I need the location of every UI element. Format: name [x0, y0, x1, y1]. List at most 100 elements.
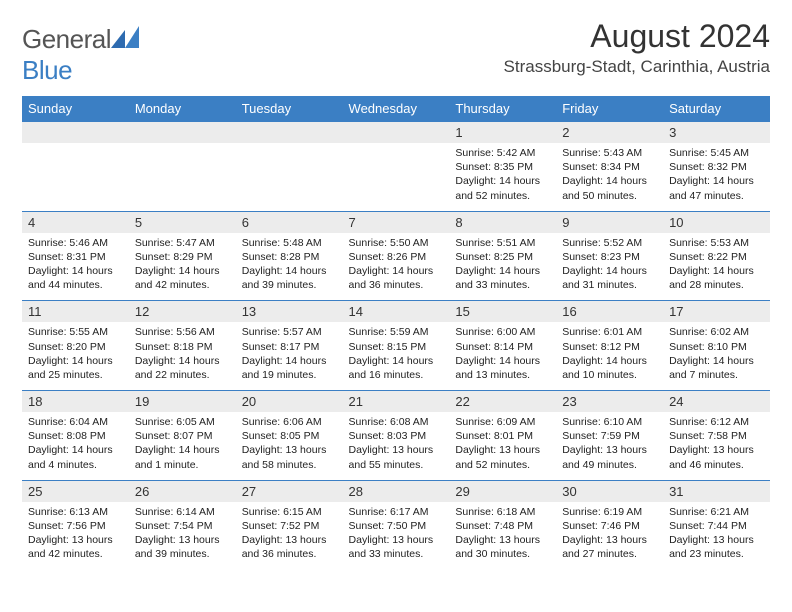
daylight-text: and 36 minutes. — [242, 547, 337, 561]
daylight-text: Daylight: 14 hours — [135, 354, 230, 368]
day-detail-cell — [22, 143, 129, 211]
sunset-text: Sunset: 8:29 PM — [135, 250, 230, 264]
daylight-text: and 30 minutes. — [455, 547, 550, 561]
daylight-text: Daylight: 14 hours — [562, 264, 657, 278]
sunset-text: Sunset: 8:12 PM — [562, 340, 657, 354]
day-detail-cell: Sunrise: 5:55 AMSunset: 8:20 PMDaylight:… — [22, 322, 129, 390]
daylight-text: and 52 minutes. — [455, 189, 550, 203]
calendar-table: Sunday Monday Tuesday Wednesday Thursday… — [22, 96, 770, 569]
sunset-text: Sunset: 8:25 PM — [455, 250, 550, 264]
sunset-text: Sunset: 7:52 PM — [242, 519, 337, 533]
sunrise-text: Sunrise: 6:09 AM — [455, 415, 550, 429]
sunset-text: Sunset: 8:15 PM — [349, 340, 444, 354]
sunrise-text: Sunrise: 6:21 AM — [669, 505, 764, 519]
day-number-cell: 30 — [556, 480, 663, 502]
daylight-text: and 50 minutes. — [562, 189, 657, 203]
daylight-text: and 23 minutes. — [669, 547, 764, 561]
day-detail-cell: Sunrise: 6:21 AMSunset: 7:44 PMDaylight:… — [663, 502, 770, 570]
sunrise-text: Sunrise: 5:47 AM — [135, 236, 230, 250]
sunset-text: Sunset: 8:22 PM — [669, 250, 764, 264]
daylight-text: Daylight: 14 hours — [349, 354, 444, 368]
sunrise-text: Sunrise: 5:46 AM — [28, 236, 123, 250]
weekday-header: Saturday — [663, 96, 770, 122]
day-number-cell: 17 — [663, 301, 770, 323]
sunrise-text: Sunrise: 6:17 AM — [349, 505, 444, 519]
weekday-header: Wednesday — [343, 96, 450, 122]
sunrise-text: Sunrise: 6:14 AM — [135, 505, 230, 519]
sunset-text: Sunset: 8:03 PM — [349, 429, 444, 443]
sunset-text: Sunset: 7:59 PM — [562, 429, 657, 443]
day-detail-cell — [129, 143, 236, 211]
sunrise-text: Sunrise: 6:12 AM — [669, 415, 764, 429]
daylight-text: Daylight: 14 hours — [669, 174, 764, 188]
sunset-text: Sunset: 8:08 PM — [28, 429, 123, 443]
sunrise-text: Sunrise: 5:43 AM — [562, 146, 657, 160]
title-block: August 2024 Strassburg-Stadt, Carinthia,… — [504, 18, 770, 77]
sunset-text: Sunset: 8:35 PM — [455, 160, 550, 174]
day-number-cell: 13 — [236, 301, 343, 323]
daylight-text: and 33 minutes. — [349, 547, 444, 561]
daylight-text: Daylight: 14 hours — [28, 264, 123, 278]
sunrise-text: Sunrise: 6:06 AM — [242, 415, 337, 429]
daylight-text: Daylight: 13 hours — [135, 533, 230, 547]
sunset-text: Sunset: 8:01 PM — [455, 429, 550, 443]
daylight-text: and 49 minutes. — [562, 458, 657, 472]
day-detail-cell: Sunrise: 5:57 AMSunset: 8:17 PMDaylight:… — [236, 322, 343, 390]
daylight-text: and 16 minutes. — [349, 368, 444, 382]
day-number-cell: 3 — [663, 122, 770, 144]
sunrise-text: Sunrise: 6:02 AM — [669, 325, 764, 339]
day-number-cell: 25 — [22, 480, 129, 502]
sunrise-text: Sunrise: 5:45 AM — [669, 146, 764, 160]
daylight-text: and 42 minutes. — [135, 278, 230, 292]
day-detail-cell: Sunrise: 5:51 AMSunset: 8:25 PMDaylight:… — [449, 233, 556, 301]
calendar-page: GeneralBlue August 2024 Strassburg-Stadt… — [0, 0, 792, 612]
sunrise-text: Sunrise: 5:55 AM — [28, 325, 123, 339]
day-number-cell: 7 — [343, 211, 450, 233]
daylight-text: and 13 minutes. — [455, 368, 550, 382]
day-detail-cell: Sunrise: 5:46 AMSunset: 8:31 PMDaylight:… — [22, 233, 129, 301]
daylight-text: and 31 minutes. — [562, 278, 657, 292]
sunset-text: Sunset: 8:20 PM — [28, 340, 123, 354]
sunrise-text: Sunrise: 5:56 AM — [135, 325, 230, 339]
daylight-text: and 36 minutes. — [349, 278, 444, 292]
sunset-text: Sunset: 7:50 PM — [349, 519, 444, 533]
daylight-text: and 46 minutes. — [669, 458, 764, 472]
day-number-cell — [22, 122, 129, 144]
location-subtitle: Strassburg-Stadt, Carinthia, Austria — [504, 57, 770, 77]
daylight-text: and 39 minutes. — [135, 547, 230, 561]
sunset-text: Sunset: 8:05 PM — [242, 429, 337, 443]
day-detail-cell: Sunrise: 6:15 AMSunset: 7:52 PMDaylight:… — [236, 502, 343, 570]
daylight-text: Daylight: 14 hours — [669, 264, 764, 278]
day-number-cell: 15 — [449, 301, 556, 323]
day-detail-row: Sunrise: 5:42 AMSunset: 8:35 PMDaylight:… — [22, 143, 770, 211]
day-detail-row: Sunrise: 5:46 AMSunset: 8:31 PMDaylight:… — [22, 233, 770, 301]
day-detail-cell: Sunrise: 5:50 AMSunset: 8:26 PMDaylight:… — [343, 233, 450, 301]
daylight-text: Daylight: 14 hours — [455, 264, 550, 278]
day-number-cell: 20 — [236, 391, 343, 413]
weekday-header: Tuesday — [236, 96, 343, 122]
day-detail-cell: Sunrise: 5:59 AMSunset: 8:15 PMDaylight:… — [343, 322, 450, 390]
day-number-row: 11121314151617 — [22, 301, 770, 323]
sunset-text: Sunset: 8:07 PM — [135, 429, 230, 443]
daylight-text: and 10 minutes. — [562, 368, 657, 382]
sunrise-text: Sunrise: 5:51 AM — [455, 236, 550, 250]
sunrise-text: Sunrise: 5:48 AM — [242, 236, 337, 250]
day-number-cell: 24 — [663, 391, 770, 413]
day-number-cell: 5 — [129, 211, 236, 233]
day-detail-row: Sunrise: 6:04 AMSunset: 8:08 PMDaylight:… — [22, 412, 770, 480]
day-detail-cell: Sunrise: 6:02 AMSunset: 8:10 PMDaylight:… — [663, 322, 770, 390]
day-detail-cell: Sunrise: 5:56 AMSunset: 8:18 PMDaylight:… — [129, 322, 236, 390]
day-number-row: 45678910 — [22, 211, 770, 233]
sunrise-text: Sunrise: 6:10 AM — [562, 415, 657, 429]
sunset-text: Sunset: 8:26 PM — [349, 250, 444, 264]
day-number-cell — [236, 122, 343, 144]
day-detail-cell — [343, 143, 450, 211]
daylight-text: and 33 minutes. — [455, 278, 550, 292]
daylight-text: and 1 minute. — [135, 458, 230, 472]
logo-text-blue: Blue — [22, 55, 72, 85]
day-detail-cell: Sunrise: 6:04 AMSunset: 8:08 PMDaylight:… — [22, 412, 129, 480]
logo-text-general: General — [22, 24, 111, 54]
daylight-text: Daylight: 14 hours — [669, 354, 764, 368]
sunrise-text: Sunrise: 6:01 AM — [562, 325, 657, 339]
daylight-text: Daylight: 13 hours — [349, 533, 444, 547]
